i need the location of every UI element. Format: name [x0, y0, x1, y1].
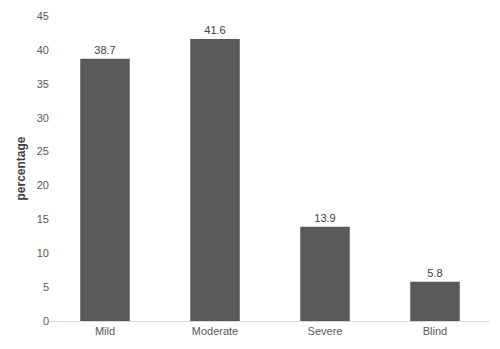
- svg-text:30: 30: [37, 112, 49, 124]
- svg-text:5: 5: [43, 281, 49, 293]
- svg-text:Blind: Blind: [423, 325, 447, 337]
- svg-text:38.7: 38.7: [94, 44, 115, 56]
- svg-text:5.8: 5.8: [427, 267, 442, 279]
- svg-text:Moderate: Moderate: [192, 325, 238, 337]
- svg-text:10: 10: [37, 247, 49, 259]
- svg-text:Mild: Mild: [95, 325, 115, 337]
- svg-text:0: 0: [43, 315, 49, 327]
- svg-text:Severe: Severe: [308, 325, 343, 337]
- svg-text:41.6: 41.6: [204, 24, 225, 36]
- svg-text:percentage: percentage: [14, 136, 28, 200]
- svg-text:20: 20: [37, 179, 49, 191]
- svg-text:15: 15: [37, 213, 49, 225]
- svg-text:45: 45: [37, 10, 49, 22]
- svg-text:35: 35: [37, 78, 49, 90]
- svg-text:40: 40: [37, 44, 49, 56]
- svg-text:13.9: 13.9: [314, 212, 335, 224]
- svg-text:25: 25: [37, 145, 49, 157]
